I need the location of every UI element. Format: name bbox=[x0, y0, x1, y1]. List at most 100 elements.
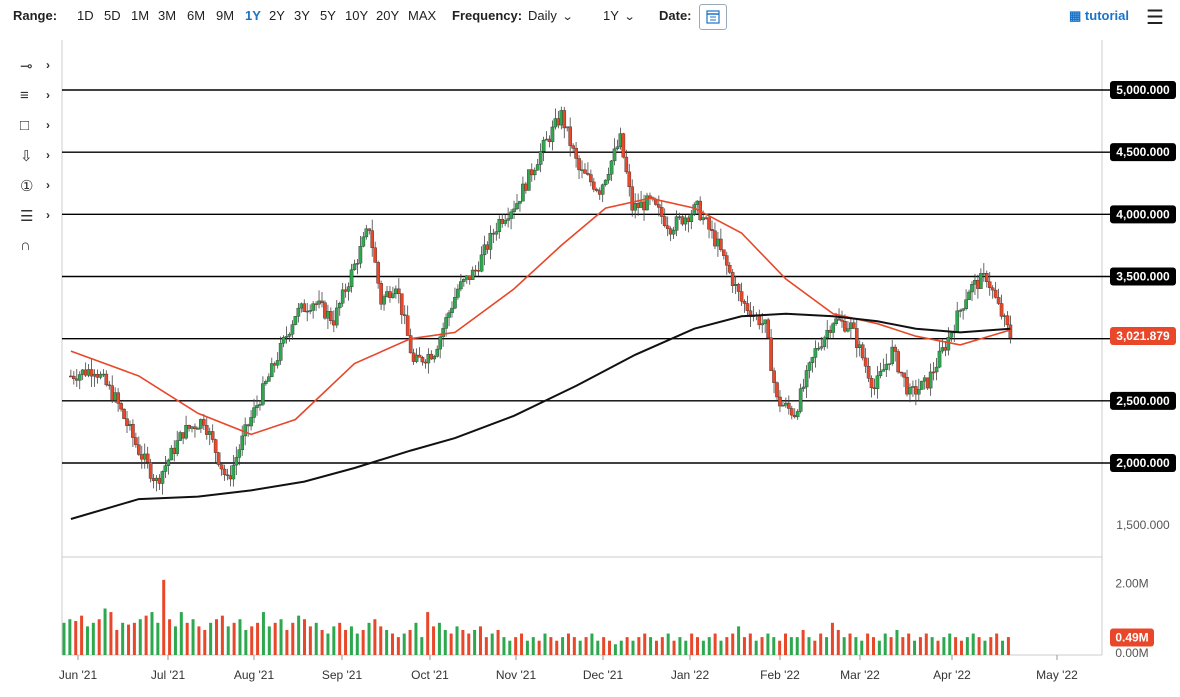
tool-number-marker[interactable]: ① › bbox=[14, 175, 54, 205]
candle-body bbox=[713, 230, 717, 247]
candle-body bbox=[193, 426, 197, 430]
candle-body bbox=[961, 308, 965, 311]
candle-body bbox=[405, 315, 410, 336]
candle-body bbox=[281, 337, 286, 344]
range-button-1y[interactable]: 1Y bbox=[245, 8, 261, 23]
candle-body bbox=[896, 351, 900, 373]
candle-body bbox=[603, 179, 608, 185]
last-price-box bbox=[1110, 326, 1176, 345]
candle-body bbox=[184, 425, 188, 439]
volume-bar bbox=[168, 619, 172, 655]
volume-bar bbox=[220, 615, 224, 655]
tool-crosshair[interactable]: ⊸ › bbox=[14, 55, 54, 85]
candle-body bbox=[878, 371, 883, 376]
candle-body bbox=[296, 307, 301, 317]
candle-body bbox=[665, 225, 670, 229]
range-button-5y[interactable]: 5Y bbox=[320, 8, 336, 23]
volume-bar bbox=[520, 633, 524, 655]
candle-body bbox=[503, 220, 507, 224]
candle-body bbox=[541, 139, 546, 152]
candle-body bbox=[863, 357, 868, 367]
rectangle-icon: □ bbox=[20, 117, 30, 134]
candle-body bbox=[689, 214, 694, 222]
range-button-20y[interactable]: 20Y bbox=[376, 8, 400, 23]
candle-body bbox=[600, 184, 605, 195]
candle-body bbox=[77, 374, 82, 381]
volume-bar bbox=[402, 633, 406, 655]
candle-body bbox=[654, 199, 658, 205]
range-button-2y[interactable]: 2Y bbox=[269, 8, 285, 23]
candle-body bbox=[284, 336, 289, 338]
range-button-5d[interactable]: 5D bbox=[104, 8, 121, 23]
candle-body bbox=[639, 201, 643, 208]
chart-toolbar: Range: 1D 5D 1M 3M 6M 9M 1Y 2Y 3Y 5Y 10Y 20Y MAX Fre… bbox=[0, 0, 1180, 34]
volume-bar bbox=[625, 637, 629, 655]
candle-body bbox=[264, 381, 268, 384]
candle-body bbox=[976, 279, 980, 289]
candle-body bbox=[175, 440, 180, 454]
chevron-right-icon: › bbox=[46, 178, 50, 192]
range-button-1d[interactable]: 1D bbox=[77, 8, 94, 23]
candle-body bbox=[919, 380, 924, 390]
volume-bar bbox=[860, 640, 864, 655]
range-button-3m[interactable]: 3M bbox=[158, 8, 177, 23]
volume-bar bbox=[273, 622, 277, 655]
candle-body bbox=[636, 203, 640, 208]
candle-body bbox=[946, 336, 951, 351]
candle-body bbox=[394, 288, 398, 295]
volume-bar bbox=[948, 633, 952, 655]
volume-bar bbox=[918, 637, 922, 655]
volume-bar bbox=[701, 640, 705, 655]
volume-bar bbox=[443, 629, 447, 655]
candle-body bbox=[181, 432, 185, 439]
candle-body bbox=[586, 173, 590, 175]
volume-bar bbox=[103, 608, 107, 655]
chevron-right-icon: › bbox=[46, 58, 50, 72]
tool-magnet[interactable]: ∩ bbox=[14, 235, 54, 265]
arrow-down-icon: ⇩ bbox=[20, 148, 33, 165]
candle-body bbox=[996, 297, 1001, 304]
date-picker-button[interactable] bbox=[699, 4, 727, 30]
volume-bar bbox=[238, 619, 242, 655]
tool-arrow[interactable]: ⇩ › bbox=[14, 145, 54, 175]
candle-body bbox=[145, 453, 150, 463]
candle-body bbox=[840, 319, 844, 322]
tool-trendline[interactable]: ≡ › bbox=[14, 85, 54, 115]
candle-body bbox=[139, 454, 144, 460]
candle-body bbox=[615, 146, 620, 150]
volume-bar bbox=[408, 629, 412, 655]
candle-body bbox=[736, 284, 741, 292]
hamburger-menu-icon[interactable]: ☰ bbox=[1146, 7, 1164, 29]
candle-body bbox=[269, 363, 274, 377]
candle-body bbox=[314, 303, 318, 305]
period-select[interactable]: 1Y ⌄ bbox=[603, 8, 636, 23]
tool-fibonacci[interactable]: ☰ › bbox=[14, 205, 54, 235]
range-button-1m[interactable]: 1M bbox=[131, 8, 150, 23]
range-button-3y[interactable]: 3Y bbox=[294, 8, 310, 23]
range-button-max[interactable]: MAX bbox=[408, 8, 437, 23]
volume-bar bbox=[85, 626, 89, 655]
volume-bar bbox=[244, 629, 248, 655]
candle-body bbox=[308, 310, 312, 312]
tool-rectangle[interactable]: □ › bbox=[14, 115, 54, 145]
candle-body bbox=[893, 346, 897, 352]
volume-bar bbox=[127, 624, 131, 655]
volume-bar bbox=[578, 640, 582, 655]
range-button-10y[interactable]: 10Y bbox=[345, 8, 369, 23]
candle-body bbox=[925, 377, 930, 389]
volume-bar bbox=[62, 622, 66, 655]
candle-body bbox=[787, 402, 791, 409]
candle-body bbox=[881, 369, 886, 372]
chevron-right-icon: › bbox=[46, 118, 50, 132]
tutorial-link[interactable]: ▦ tutorial bbox=[1069, 8, 1129, 24]
candle-body bbox=[606, 173, 611, 181]
frequency-select[interactable]: Daily ⌄ bbox=[528, 8, 574, 23]
candle-body bbox=[204, 425, 209, 435]
range-button-9m[interactable]: 9M bbox=[216, 8, 235, 23]
candle-body bbox=[190, 426, 194, 429]
volume-bar bbox=[508, 640, 512, 655]
candle-body bbox=[795, 411, 800, 418]
candle-body bbox=[524, 183, 528, 191]
volume-bar bbox=[162, 579, 166, 655]
range-button-6m[interactable]: 6M bbox=[187, 8, 206, 23]
